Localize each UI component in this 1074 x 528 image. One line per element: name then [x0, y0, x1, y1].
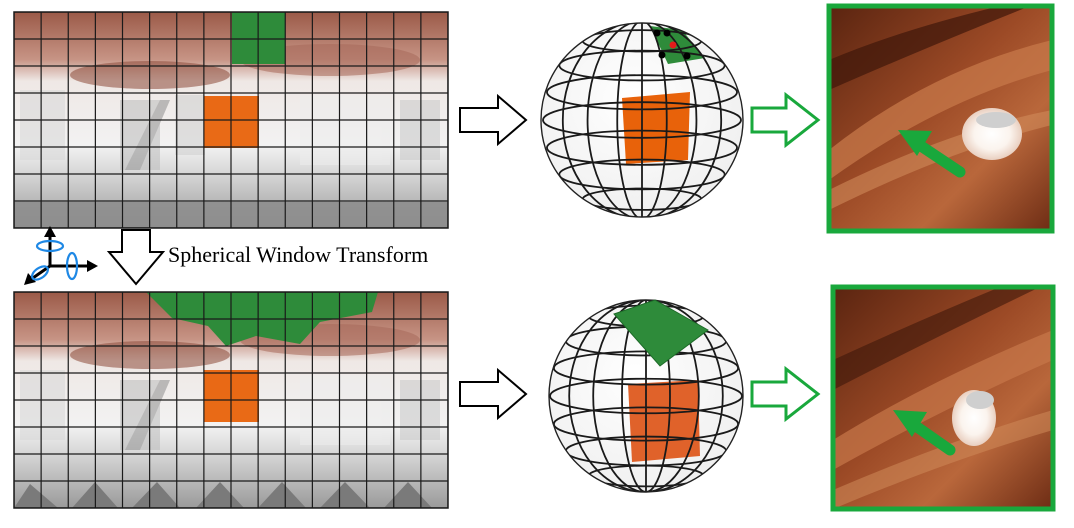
sphere-longitude [621, 300, 671, 492]
hollow-arrow-down-icon [106, 229, 166, 286]
bottom-panorama-frame [13, 291, 449, 509]
sphere-latitude [546, 74, 738, 111]
sphere-latitude [546, 129, 738, 166]
keypoint-black [658, 51, 666, 59]
green-hollow-arrow-icon [750, 91, 821, 149]
sphere-longitude [586, 23, 698, 217]
top-panorama [14, 12, 448, 228]
sphere-latitude [542, 101, 742, 139]
bottom-crop-image [830, 284, 1056, 512]
sphere-latitude [558, 49, 726, 82]
sphere-longitude [616, 23, 668, 217]
green-pointer-arrow-icon [893, 410, 956, 456]
top-crop-image [826, 3, 1055, 234]
sphere-longitude [592, 300, 700, 492]
green-hollow-arrow-icon [750, 365, 821, 423]
top-panorama-grid [14, 12, 448, 228]
bottom-sphere-selected-window [613, 299, 709, 367]
bottom-floor-warp [14, 482, 432, 508]
keypoint-black [683, 52, 691, 60]
bottom-room-details [20, 324, 440, 450]
bottom-sphere [548, 299, 744, 493]
top-crop-frame [826, 3, 1055, 234]
rotation-axes-icon [24, 226, 98, 285]
top-panorama-frame [13, 11, 449, 229]
sphere-longitude [568, 300, 724, 492]
keypoint-black [663, 29, 671, 37]
bottom-panorama [14, 292, 448, 508]
keypoint-red [669, 41, 677, 49]
top-sphere [540, 22, 744, 218]
top-sphere-outline [540, 22, 744, 218]
keypoint-black [653, 29, 661, 37]
sphere-latitude [549, 377, 743, 415]
sphere-longitude [561, 23, 723, 217]
hollow-arrow-right-icon [459, 367, 528, 421]
green-pointer-arrow-icon [898, 130, 966, 178]
transform-label: Spherical Window Transform [168, 242, 429, 267]
bottom-sphere-outline [548, 299, 744, 493]
bottom-panorama-grid [14, 292, 448, 508]
bottom-crop-frame [830, 284, 1056, 512]
hollow-arrow-right-icon [459, 93, 528, 147]
